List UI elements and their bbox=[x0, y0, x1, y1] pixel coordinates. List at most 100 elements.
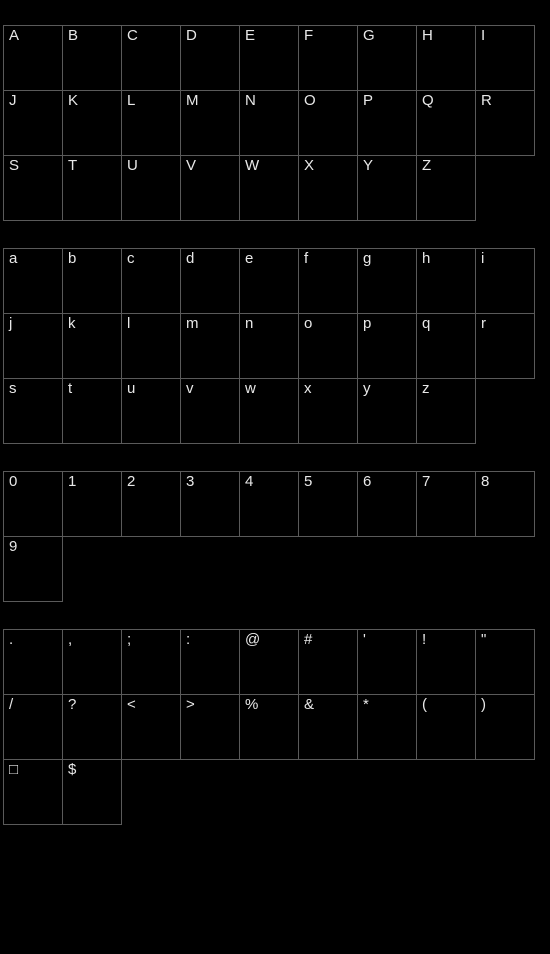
glyph-label: 6 bbox=[363, 474, 371, 489]
glyph-cell: W bbox=[239, 155, 299, 221]
glyph-label: j bbox=[9, 316, 12, 331]
glyph-cell: N bbox=[239, 90, 299, 156]
glyph-cell: 6 bbox=[357, 471, 417, 537]
glyph-label: 7 bbox=[422, 474, 430, 489]
glyph-label: ! bbox=[422, 632, 426, 647]
glyph-cell: * bbox=[357, 694, 417, 760]
glyph-cell: 1 bbox=[62, 471, 122, 537]
glyph-cell: / bbox=[3, 694, 63, 760]
glyph-cell: O bbox=[298, 90, 358, 156]
glyph-label: @ bbox=[245, 632, 260, 647]
glyph-label: e bbox=[245, 251, 253, 266]
glyph-cell: A bbox=[3, 25, 63, 91]
glyph-cell: Z bbox=[416, 155, 476, 221]
glyph-label: o bbox=[304, 316, 312, 331]
glyph-cell: U bbox=[121, 155, 181, 221]
glyph-label: l bbox=[127, 316, 130, 331]
glyph-label: f bbox=[304, 251, 308, 266]
glyph-label: O bbox=[304, 93, 316, 108]
glyph-cell: 3 bbox=[180, 471, 240, 537]
glyph-cell: h bbox=[416, 248, 476, 314]
glyph-cell: D bbox=[180, 25, 240, 91]
glyph-label: 8 bbox=[481, 474, 489, 489]
glyph-cell: b bbox=[62, 248, 122, 314]
glyph-label: ? bbox=[68, 697, 76, 712]
glyph-label: % bbox=[245, 697, 258, 712]
glyph-label: ) bbox=[481, 697, 486, 712]
glyph-cell: V bbox=[180, 155, 240, 221]
glyph-label: M bbox=[186, 93, 199, 108]
glyph-label: E bbox=[245, 28, 255, 43]
glyph-cell: p bbox=[357, 313, 417, 379]
glyph-label: s bbox=[9, 381, 17, 396]
glyph-label: g bbox=[363, 251, 371, 266]
glyph-label: 1 bbox=[68, 474, 76, 489]
glyph-label: 9 bbox=[9, 539, 17, 554]
section-lowercase: abcdefghijklmnopqrstuvwxyz bbox=[4, 249, 544, 444]
glyph-cell: G bbox=[357, 25, 417, 91]
glyph-cell: 7 bbox=[416, 471, 476, 537]
glyph-cell: □ bbox=[3, 759, 63, 825]
glyph-label: a bbox=[9, 251, 17, 266]
glyph-cell: s bbox=[3, 378, 63, 444]
glyph-cell: & bbox=[298, 694, 358, 760]
glyph-label: H bbox=[422, 28, 433, 43]
glyph-label: C bbox=[127, 28, 138, 43]
glyph-cell: u bbox=[121, 378, 181, 444]
glyph-label: & bbox=[304, 697, 314, 712]
glyph-label: < bbox=[127, 697, 136, 712]
glyph-cell: ( bbox=[416, 694, 476, 760]
glyph-cell: a bbox=[3, 248, 63, 314]
glyph-label: F bbox=[304, 28, 313, 43]
glyph-cell: . bbox=[3, 629, 63, 695]
glyph-cell: F bbox=[298, 25, 358, 91]
glyph-cell: r bbox=[475, 313, 535, 379]
glyph-cell: # bbox=[298, 629, 358, 695]
glyph-cell: 0 bbox=[3, 471, 63, 537]
glyph-cell: E bbox=[239, 25, 299, 91]
glyph-label: . bbox=[9, 632, 13, 647]
glyph-label: G bbox=[363, 28, 375, 43]
glyph-label: b bbox=[68, 251, 76, 266]
glyph-label: I bbox=[481, 28, 485, 43]
glyph-label: P bbox=[363, 93, 373, 108]
glyph-cell: , bbox=[62, 629, 122, 695]
glyph-label: 5 bbox=[304, 474, 312, 489]
glyph-cell: q bbox=[416, 313, 476, 379]
section-uppercase: ABCDEFGHIJKLMNOPQRSTUVWXYZ bbox=[4, 26, 544, 221]
glyph-cell: J bbox=[3, 90, 63, 156]
glyph-label: X bbox=[304, 158, 314, 173]
glyph-label: 0 bbox=[9, 474, 17, 489]
glyph-cell: 8 bbox=[475, 471, 535, 537]
glyph-cell: > bbox=[180, 694, 240, 760]
glyph-cell: I bbox=[475, 25, 535, 91]
glyph-label: K bbox=[68, 93, 78, 108]
glyph-label: w bbox=[245, 381, 256, 396]
glyph-cell: 5 bbox=[298, 471, 358, 537]
glyph-cell: o bbox=[298, 313, 358, 379]
glyph-cell: n bbox=[239, 313, 299, 379]
glyph-cell: % bbox=[239, 694, 299, 760]
glyph-label: ; bbox=[127, 632, 131, 647]
glyph-label: m bbox=[186, 316, 199, 331]
glyph-cell: j bbox=[3, 313, 63, 379]
glyph-cell: k bbox=[62, 313, 122, 379]
glyph-cell: S bbox=[3, 155, 63, 221]
glyph-cell: X bbox=[298, 155, 358, 221]
glyph-cell: C bbox=[121, 25, 181, 91]
glyph-label: Z bbox=[422, 158, 431, 173]
glyph-cell: f bbox=[298, 248, 358, 314]
glyph-label: B bbox=[68, 28, 78, 43]
glyph-cell: w bbox=[239, 378, 299, 444]
glyph-label: y bbox=[363, 381, 371, 396]
glyph-cell: l bbox=[121, 313, 181, 379]
glyph-label: u bbox=[127, 381, 135, 396]
glyph-label: □ bbox=[9, 762, 18, 777]
section-digits: 0123456789 bbox=[4, 472, 544, 602]
glyph-label: ( bbox=[422, 697, 427, 712]
glyph-cell: x bbox=[298, 378, 358, 444]
glyph-cell: ; bbox=[121, 629, 181, 695]
glyph-cell: v bbox=[180, 378, 240, 444]
glyph-label: Q bbox=[422, 93, 434, 108]
glyph-cell: Q bbox=[416, 90, 476, 156]
